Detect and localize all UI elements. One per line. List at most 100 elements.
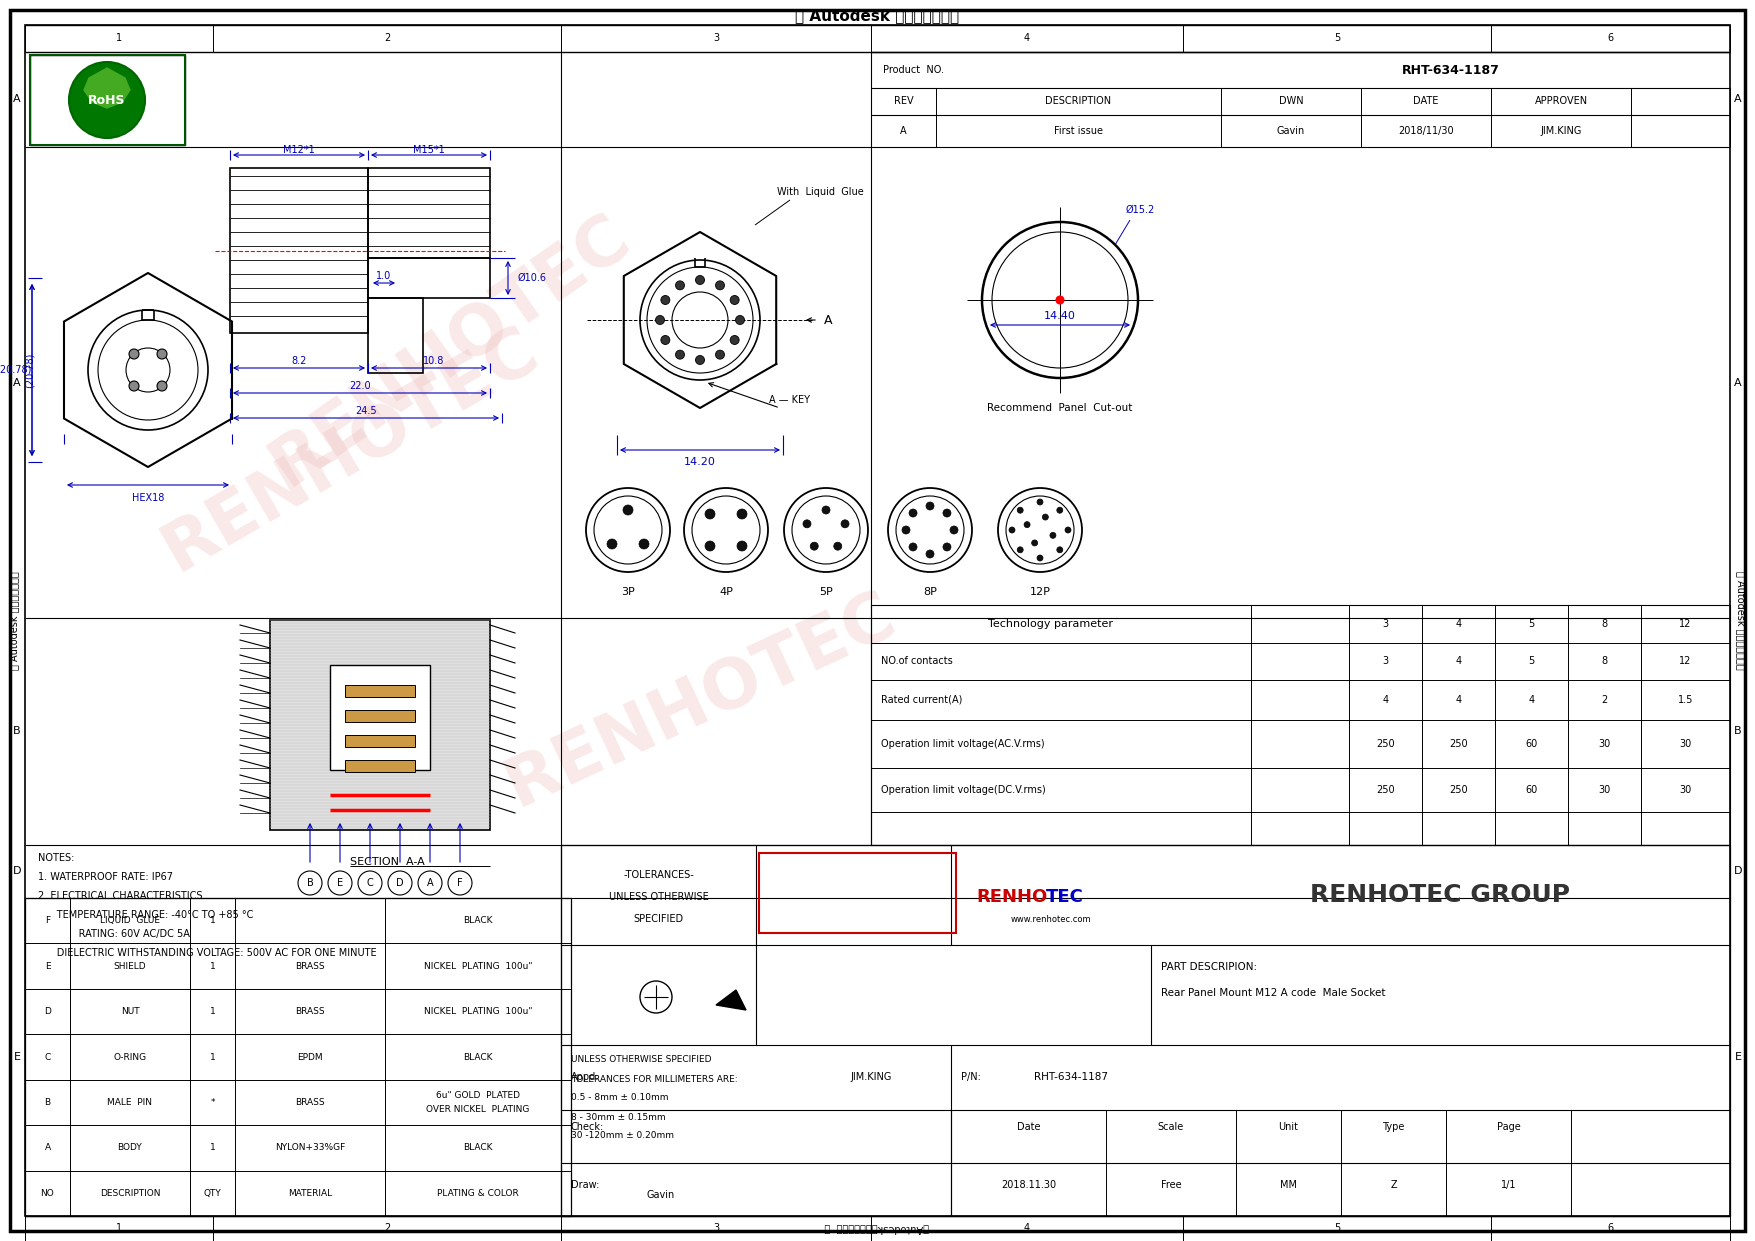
Text: F: F <box>46 916 51 926</box>
Text: 4: 4 <box>1023 34 1030 43</box>
Bar <box>369 258 490 298</box>
Text: RENHO: RENHO <box>976 889 1048 906</box>
Text: 250: 250 <box>1450 786 1467 795</box>
Text: BLACK: BLACK <box>463 1143 493 1153</box>
Text: D: D <box>1734 866 1743 876</box>
Text: 24.5: 24.5 <box>355 406 377 416</box>
Text: 1: 1 <box>209 1052 216 1061</box>
Text: 12: 12 <box>1680 619 1692 629</box>
Text: SECTION  A-A: SECTION A-A <box>349 858 425 867</box>
Text: Free: Free <box>1160 1180 1181 1190</box>
Text: Operation limit voltage(AC.V.rms): Operation limit voltage(AC.V.rms) <box>881 738 1044 750</box>
Text: Gavin: Gavin <box>648 1190 676 1200</box>
Text: 60: 60 <box>1525 738 1537 750</box>
Bar <box>330 665 430 769</box>
Text: 30: 30 <box>1680 786 1692 795</box>
Circle shape <box>662 295 670 304</box>
Circle shape <box>1057 508 1064 514</box>
Bar <box>346 759 414 772</box>
Text: 4: 4 <box>1455 619 1462 629</box>
Circle shape <box>662 335 670 345</box>
Circle shape <box>811 542 818 550</box>
Text: 2: 2 <box>384 1222 390 1234</box>
Text: NICKEL  PLATING  100u": NICKEL PLATING 100u" <box>423 962 532 970</box>
Text: A: A <box>14 377 21 387</box>
Text: C: C <box>367 877 374 889</box>
Circle shape <box>730 295 739 304</box>
Text: REV: REV <box>893 96 913 105</box>
Text: 4: 4 <box>1529 695 1534 705</box>
Text: B: B <box>14 726 21 736</box>
Text: Gavin: Gavin <box>1278 127 1306 137</box>
Text: Unit: Unit <box>1278 1122 1299 1132</box>
Text: 1/1: 1/1 <box>1501 1180 1516 1190</box>
Text: 6: 6 <box>1608 34 1613 43</box>
Text: 由Autodesk教育版产品制作  由: 由Autodesk教育版产品制作 由 <box>825 1224 930 1234</box>
Text: 3: 3 <box>713 34 720 43</box>
Text: RHT-634-1187: RHT-634-1187 <box>1402 63 1501 77</box>
Text: Recommend  Panel  Cut-out: Recommend Panel Cut-out <box>988 403 1132 413</box>
Text: QTY: QTY <box>204 1189 221 1198</box>
Text: PART DESCRIPION:: PART DESCRIPION: <box>1162 962 1257 972</box>
Text: 1. WATERPROOF RATE: IP67: 1. WATERPROOF RATE: IP67 <box>39 872 174 882</box>
Bar <box>30 55 184 145</box>
Text: E: E <box>44 962 51 970</box>
Text: 8P: 8P <box>923 587 937 597</box>
Text: *: * <box>211 1098 214 1107</box>
Circle shape <box>1057 547 1064 552</box>
Text: RENHOTEC: RENHOTEC <box>258 201 642 499</box>
Circle shape <box>716 280 725 290</box>
Text: 10.8: 10.8 <box>423 356 444 366</box>
Text: PLATING & COLOR: PLATING & COLOR <box>437 1189 519 1198</box>
Circle shape <box>1018 508 1023 514</box>
Text: 8.2: 8.2 <box>291 356 307 366</box>
Circle shape <box>448 871 472 895</box>
Bar <box>369 298 423 374</box>
Text: 12: 12 <box>1680 656 1692 666</box>
Text: Check:: Check: <box>570 1122 604 1132</box>
Circle shape <box>706 541 714 551</box>
Text: 2018.11.30: 2018.11.30 <box>1000 1180 1057 1190</box>
Text: First issue: First issue <box>1055 127 1102 137</box>
Text: BRASS: BRASS <box>295 1098 325 1107</box>
Text: 4: 4 <box>1455 656 1462 666</box>
Text: Page: Page <box>1497 1122 1520 1132</box>
Bar <box>346 735 414 747</box>
Circle shape <box>418 871 442 895</box>
Text: 4: 4 <box>1455 695 1462 705</box>
Text: DWN: DWN <box>1279 96 1304 105</box>
Text: 5: 5 <box>1334 34 1341 43</box>
Circle shape <box>730 335 739 345</box>
Text: RHT-634-1187: RHT-634-1187 <box>1034 1072 1107 1082</box>
Circle shape <box>1037 555 1042 561</box>
Text: A: A <box>823 314 832 326</box>
Text: RENHOTEC: RENHOTEC <box>151 315 549 585</box>
Text: RATING: 60V AC/DC 5A: RATING: 60V AC/DC 5A <box>39 930 190 939</box>
Circle shape <box>821 506 830 514</box>
Text: 5: 5 <box>1334 1222 1341 1234</box>
Circle shape <box>927 503 934 510</box>
Circle shape <box>927 550 934 558</box>
Text: NO: NO <box>40 1189 54 1198</box>
Circle shape <box>695 355 704 365</box>
Text: Operation limit voltage(DC.V.rms): Operation limit voltage(DC.V.rms) <box>881 786 1046 795</box>
Text: SHIELD: SHIELD <box>114 962 146 970</box>
Text: (20.78): (20.78) <box>25 352 35 387</box>
Circle shape <box>695 276 704 284</box>
Text: Ø10.6: Ø10.6 <box>518 273 546 283</box>
Text: UNLESS OTHERWISE: UNLESS OTHERWISE <box>609 892 709 902</box>
Text: 22.0: 22.0 <box>349 381 370 391</box>
Text: MATERIAL: MATERIAL <box>288 1189 332 1198</box>
Text: Ø15.2: Ø15.2 <box>1125 205 1155 215</box>
Bar <box>870 606 1730 845</box>
Circle shape <box>949 526 958 534</box>
Text: 由 Autodesk 教育版产品制作: 由 Autodesk 教育版产品制作 <box>795 9 958 24</box>
Text: DIELECTRIC WITHSTANDING VOLTAGE: 500V AC FOR ONE MINUTE: DIELECTRIC WITHSTANDING VOLTAGE: 500V AC… <box>39 948 377 958</box>
Text: A: A <box>900 127 907 137</box>
Circle shape <box>130 381 139 391</box>
Text: 8: 8 <box>1601 619 1608 629</box>
Text: 3: 3 <box>713 1222 720 1234</box>
Text: DATE: DATE <box>1413 96 1439 105</box>
Circle shape <box>1009 527 1014 532</box>
Text: 4: 4 <box>1383 695 1388 705</box>
